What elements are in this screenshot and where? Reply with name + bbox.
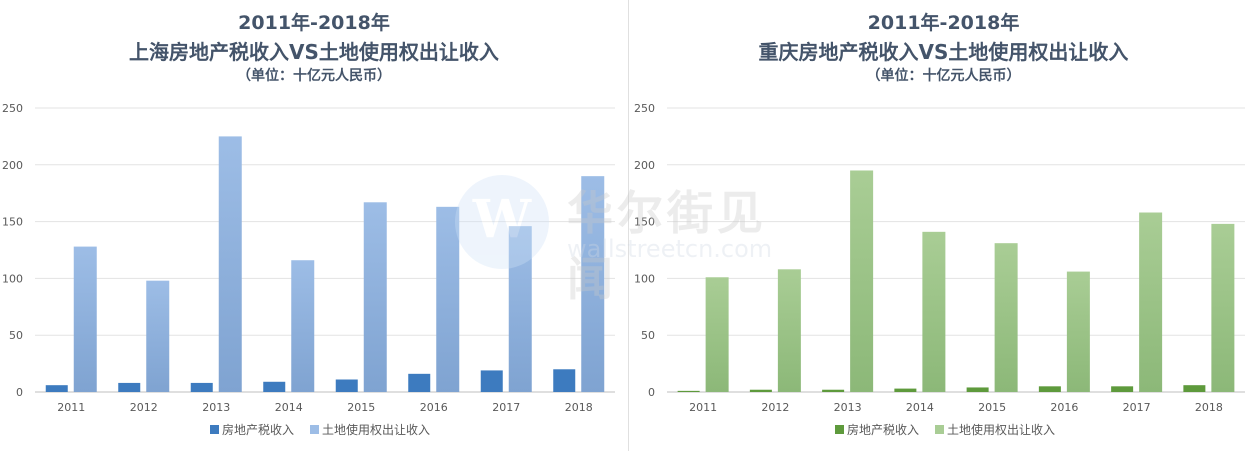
bar-series1-2016 [408, 373, 431, 392]
x-tick-label: 2018 [565, 401, 593, 414]
bar-series2-2015 [363, 202, 387, 392]
bar-series2-2016 [1066, 271, 1090, 392]
y-tick-label: 50 [641, 329, 655, 342]
y-tick-label: 0 [16, 386, 23, 399]
y-tick-label: 250 [2, 102, 23, 115]
bar-series2-2017 [1139, 212, 1163, 392]
x-tick-label: 2011 [689, 401, 717, 414]
legend-label: 土地使用权出让收入 [947, 422, 1055, 437]
bar-series2-2013 [218, 136, 242, 392]
x-tick-label: 2017 [492, 401, 520, 414]
x-tick-label: 2017 [1123, 401, 1151, 414]
legend-label: 土地使用权出让收入 [322, 422, 430, 437]
legend-swatch [935, 425, 944, 434]
x-tick-label: 2014 [906, 401, 934, 414]
y-tick-label: 250 [634, 102, 655, 115]
legend-swatch [835, 425, 844, 434]
chongqing-bar-chart: 0 50 100 150 200 250 2011 2012 2013 2014 2015 2016 2… [634, 102, 1245, 437]
x-tick-label: 2018 [1195, 401, 1223, 414]
bar-series1-2014 [263, 381, 286, 392]
x-tick-label: 2011 [57, 401, 85, 414]
chart-title-line2: 重庆房地产税收入VS土地使用权出让收入 [758, 40, 1129, 64]
x-tick-label: 2013 [202, 401, 230, 414]
chongqing-chart-panel: 2011年-2018年 重庆房地产税收入VS土地使用权出让收入 （单位：十亿元人… [630, 0, 1257, 451]
shanghai-chart-panel: 2011年-2018年 上海房地产税收入VS土地使用权出让收入 （单位：十亿元人… [0, 0, 628, 451]
bar-series2-2018 [581, 176, 605, 392]
bar-series1-2015 [335, 379, 358, 392]
y-tick-label: 50 [9, 329, 23, 342]
y-tick-label: 100 [634, 272, 655, 285]
bar-series1-2017 [1111, 386, 1134, 392]
y-tick-label: 150 [2, 216, 23, 229]
bar-series2-2011 [73, 246, 97, 392]
bar-series1-2018 [553, 369, 576, 392]
x-tick-label: 2015 [978, 401, 1006, 414]
bar-series1-2017 [480, 370, 503, 392]
y-tick-label: 150 [634, 216, 655, 229]
chart-unit-label: （单位：十亿元人民币） [237, 68, 391, 84]
chart-title-line1: 2011年-2018年 [238, 12, 390, 34]
bar-series1-2018 [1183, 385, 1206, 392]
bar-series1-2013 [822, 389, 845, 392]
x-tick-label: 2016 [1050, 401, 1078, 414]
bar-series1-2011 [677, 390, 700, 392]
bar-series1-2013 [190, 382, 213, 392]
x-tick-label: 2012 [130, 401, 158, 414]
bar-series2-2011 [705, 277, 729, 392]
y-tick-label: 0 [648, 386, 655, 399]
panel-divider [628, 0, 629, 451]
legend-swatch [310, 425, 319, 434]
bar-series2-2016 [436, 206, 460, 392]
y-tick-label: 200 [2, 159, 23, 172]
x-tick-label: 2016 [420, 401, 448, 414]
legend-swatch [210, 425, 219, 434]
x-tick-label: 2014 [275, 401, 303, 414]
chart-unit-label: （单位：十亿元人民币） [866, 68, 1021, 84]
bar-series2-2013 [850, 170, 874, 392]
bar-series2-2014 [291, 260, 315, 392]
bar-series1-2014 [894, 388, 917, 392]
bar-series2-2017 [508, 226, 532, 392]
bar-series2-2015 [994, 243, 1018, 392]
bar-series2-2014 [922, 231, 946, 392]
chart-title-line1: 2011年-2018年 [867, 12, 1020, 34]
x-tick-label: 2013 [834, 401, 862, 414]
bar-series1-2011 [45, 385, 68, 392]
y-tick-label: 200 [634, 159, 655, 172]
x-tick-label: 2012 [761, 401, 789, 414]
chart-title-line2: 上海房地产税收入VS土地使用权出让收入 [129, 40, 499, 64]
y-tick-label: 100 [2, 272, 23, 285]
bar-series1-2012 [749, 389, 772, 392]
legend-label: 房地产税收入 [847, 422, 919, 437]
bar-series1-2012 [118, 382, 141, 392]
x-tick-label: 2015 [347, 401, 375, 414]
bar-series2-2018 [1211, 223, 1235, 392]
bar-series1-2016 [1038, 386, 1061, 392]
bar-series2-2012 [146, 280, 170, 392]
bar-series2-2012 [777, 269, 801, 392]
bar-series1-2015 [966, 387, 989, 392]
shanghai-bar-chart: 0 50 100 150 200 250 2011 2012 2013 2014 2015 2016 2… [2, 102, 615, 437]
legend-label: 房地产税收入 [222, 422, 294, 437]
